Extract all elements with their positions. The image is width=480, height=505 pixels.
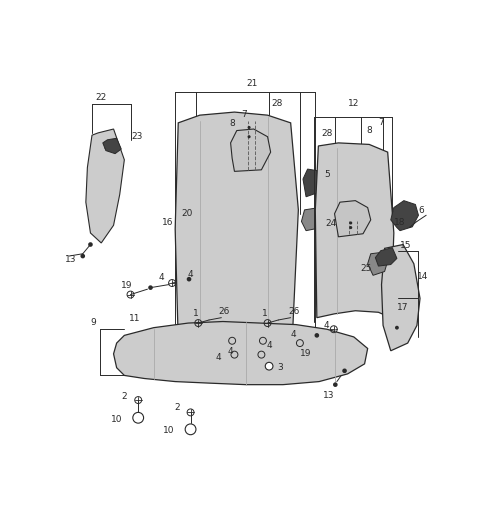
Text: 3: 3	[278, 362, 284, 371]
Circle shape	[133, 413, 144, 423]
Text: 1: 1	[263, 308, 268, 317]
Text: 8: 8	[229, 119, 235, 128]
Text: 27: 27	[103, 142, 115, 151]
Polygon shape	[335, 201, 371, 237]
Polygon shape	[175, 113, 299, 341]
Text: 4: 4	[323, 321, 329, 329]
Text: 19: 19	[121, 280, 132, 289]
Circle shape	[395, 326, 399, 330]
Text: 4: 4	[291, 330, 297, 339]
Circle shape	[349, 227, 352, 230]
Text: 11: 11	[129, 314, 140, 323]
Text: 2: 2	[174, 402, 180, 411]
Polygon shape	[368, 252, 388, 276]
Circle shape	[248, 136, 251, 139]
Text: 4: 4	[216, 352, 221, 361]
Circle shape	[314, 333, 319, 338]
Text: 7: 7	[378, 118, 384, 127]
Text: 28: 28	[271, 98, 283, 108]
Text: 2: 2	[121, 391, 127, 400]
Text: 14: 14	[418, 271, 429, 280]
Circle shape	[248, 127, 251, 130]
Text: 10: 10	[163, 425, 175, 434]
Text: 4: 4	[266, 340, 272, 349]
Text: 13: 13	[65, 255, 76, 264]
Polygon shape	[382, 245, 420, 351]
Text: 28: 28	[321, 129, 333, 138]
Polygon shape	[375, 248, 397, 267]
Text: 7: 7	[241, 110, 247, 119]
Text: 21: 21	[246, 79, 258, 88]
Polygon shape	[301, 208, 326, 231]
Circle shape	[333, 383, 337, 387]
Circle shape	[265, 363, 273, 370]
Text: 19: 19	[300, 348, 312, 357]
Text: 13: 13	[324, 390, 335, 399]
Polygon shape	[391, 201, 419, 231]
Text: 1: 1	[193, 308, 199, 317]
Text: 18: 18	[394, 218, 406, 226]
Text: 25: 25	[360, 264, 372, 273]
Polygon shape	[315, 143, 394, 318]
Circle shape	[185, 424, 196, 435]
Text: 8: 8	[366, 125, 372, 134]
Text: 24: 24	[325, 219, 336, 228]
Polygon shape	[230, 130, 271, 172]
Text: 26: 26	[288, 307, 300, 316]
Circle shape	[349, 222, 352, 225]
Polygon shape	[86, 130, 124, 243]
Text: 5: 5	[324, 170, 330, 179]
Text: 12: 12	[348, 98, 360, 108]
Polygon shape	[303, 170, 324, 197]
Text: 16: 16	[162, 218, 173, 226]
Circle shape	[187, 277, 192, 282]
Circle shape	[88, 243, 93, 247]
Circle shape	[342, 369, 347, 373]
Text: 9: 9	[91, 317, 96, 326]
Circle shape	[81, 254, 85, 259]
Text: 4: 4	[228, 346, 233, 356]
Text: 15: 15	[400, 240, 412, 249]
Text: 22: 22	[96, 93, 107, 102]
Circle shape	[148, 286, 153, 290]
Polygon shape	[103, 139, 121, 155]
Polygon shape	[114, 322, 368, 385]
Text: 17: 17	[397, 302, 409, 311]
Text: 6: 6	[419, 206, 424, 215]
Text: 10: 10	[111, 414, 122, 423]
Text: 26: 26	[219, 307, 230, 316]
Text: 4: 4	[188, 269, 193, 278]
Text: 4: 4	[158, 273, 164, 282]
Text: 23: 23	[131, 131, 143, 140]
Text: 20: 20	[181, 208, 192, 217]
